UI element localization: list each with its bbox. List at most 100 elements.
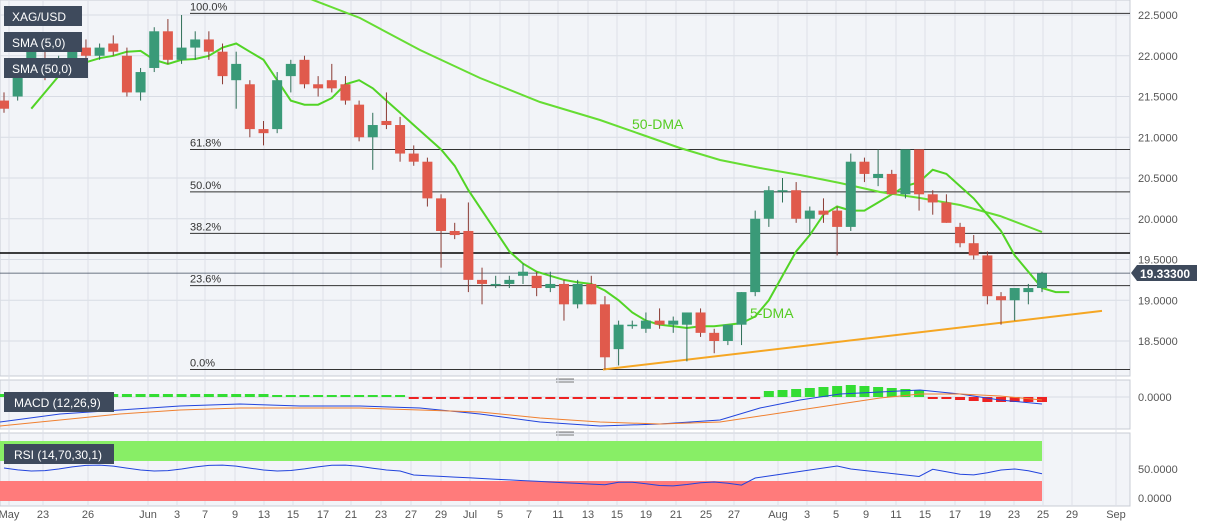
x-tick-label: Sep — [1106, 509, 1126, 521]
candle-body — [231, 63, 242, 81]
x-tick-label: Aug — [768, 509, 788, 521]
x-tick-label: 13 — [258, 509, 270, 521]
macd-histogram-bar — [135, 394, 146, 397]
candle-body — [477, 279, 488, 284]
candle-body — [586, 283, 597, 305]
candle-body — [108, 43, 119, 52]
x-tick-label: 9 — [232, 509, 238, 521]
macd-panel — [0, 379, 1131, 430]
macd-histogram-bar — [832, 386, 843, 397]
macd-histogram-bar — [804, 388, 815, 397]
x-tick-label: 3 — [804, 509, 810, 521]
macd-histogram-bar — [941, 397, 952, 399]
x-tick-label: 11 — [552, 509, 563, 521]
macd-histogram-bar — [968, 397, 979, 401]
symbol-legend[interactable]: XAG/USD — [4, 6, 82, 26]
x-tick-label: 23 — [375, 509, 387, 521]
macd-histogram-bar — [244, 394, 255, 397]
rsi-legend-label: RSI (14,70,30,1) — [14, 448, 102, 462]
candle-body — [982, 255, 993, 297]
macd-legend[interactable]: MACD (12,26,9) — [4, 392, 114, 412]
candle-body — [1009, 288, 1020, 301]
candle-body — [531, 275, 542, 289]
rsi-y-tick: 50.0000 — [1138, 464, 1178, 476]
macd-histogram-bar — [313, 395, 324, 397]
y-tick-label: 21.0000 — [1138, 132, 1178, 144]
macd-histogram-bar — [736, 397, 747, 399]
panel-splitter-1[interactable] — [556, 378, 574, 383]
macd-histogram-bar — [422, 397, 433, 399]
x-tick-label: 15 — [919, 509, 931, 521]
macd-histogram-bar — [408, 397, 419, 399]
macd-histogram-bar — [326, 395, 337, 397]
candle-body — [1023, 288, 1034, 293]
x-tick-label: 19 — [979, 509, 991, 521]
x-tick-label: 25 — [1037, 509, 1049, 521]
candle-body — [149, 31, 160, 68]
x-tick-label: 5 — [497, 509, 503, 521]
macd-histogram-bar — [627, 397, 638, 399]
macd-histogram-bar — [914, 390, 925, 397]
candle-body — [203, 39, 214, 52]
rsi-series — [0, 441, 1043, 501]
fib-label: 100.0% — [190, 1, 228, 13]
y-tick-label: 20.5000 — [1138, 173, 1178, 185]
candles — [0, 15, 1047, 370]
x-tick-label: Jul — [463, 509, 477, 521]
x-tick-label: 25 — [700, 509, 712, 521]
candle-body — [941, 202, 952, 223]
macd-histogram-bar — [121, 394, 132, 397]
macd-histogram-bar — [340, 395, 351, 397]
ma5-label: 5-DMA — [750, 305, 794, 321]
rsi-legend[interactable]: RSI (14,70,30,1) — [4, 444, 114, 464]
y-tick-label: 22.0000 — [1138, 51, 1178, 63]
candle-body — [654, 320, 665, 325]
x-tick-label: 19 — [640, 509, 652, 521]
x-tick-label: 5 — [833, 509, 839, 521]
macd-histogram-bar — [381, 395, 392, 397]
panel-splitter-2[interactable] — [556, 431, 574, 436]
macd-histogram-bar — [695, 397, 706, 399]
x-tick-label: 21 — [670, 509, 682, 521]
macd-y-tick: 0.0000 — [1138, 392, 1172, 404]
macd-histogram-bar — [463, 397, 474, 399]
candle-body — [613, 324, 624, 350]
x-tick-label: 7 — [526, 509, 532, 521]
macd-histogram-bar — [668, 397, 679, 399]
candle-body — [818, 210, 829, 215]
x-tick-label: 17 — [317, 509, 329, 521]
candle-body — [0, 100, 9, 109]
fib-label: 0.0% — [190, 358, 215, 370]
x-tick-label: 15 — [611, 509, 623, 521]
candle-body — [804, 210, 815, 219]
sma5-legend[interactable]: SMA (5,0) — [4, 32, 82, 52]
candle-body — [94, 47, 105, 56]
macd-histogram-bar — [272, 395, 283, 397]
macd-histogram-bar — [490, 397, 501, 399]
x-tick-label: 13 — [582, 509, 594, 521]
candle-body — [763, 190, 774, 219]
x-tick-label: May — [0, 509, 20, 521]
rsi-overbought-zone — [0, 441, 1042, 461]
candle-body — [258, 129, 269, 134]
candle-body — [900, 149, 911, 195]
macd-histogram-bar — [436, 397, 447, 399]
candle-body — [627, 324, 638, 327]
macd-histogram-bar — [203, 394, 214, 397]
candle-body — [80, 47, 91, 56]
candle-body — [695, 312, 706, 333]
sma50-legend[interactable]: SMA (50,0) — [4, 58, 88, 78]
macd-histogram-bar — [982, 397, 993, 402]
macd-histogram-bar — [545, 397, 556, 399]
candle-body — [67, 47, 78, 60]
macd-histogram-bar — [709, 397, 720, 399]
candle-body — [886, 173, 897, 195]
candle-body — [750, 218, 761, 293]
macd-histogram-bar — [599, 397, 610, 399]
sma5-legend-label: SMA (5,0) — [12, 36, 65, 50]
macd-histogram-bar — [818, 387, 829, 397]
candle-body — [217, 51, 228, 77]
x-tick-label: 27 — [728, 509, 740, 521]
macd-line — [0, 389, 1043, 427]
candle-body — [367, 125, 378, 138]
